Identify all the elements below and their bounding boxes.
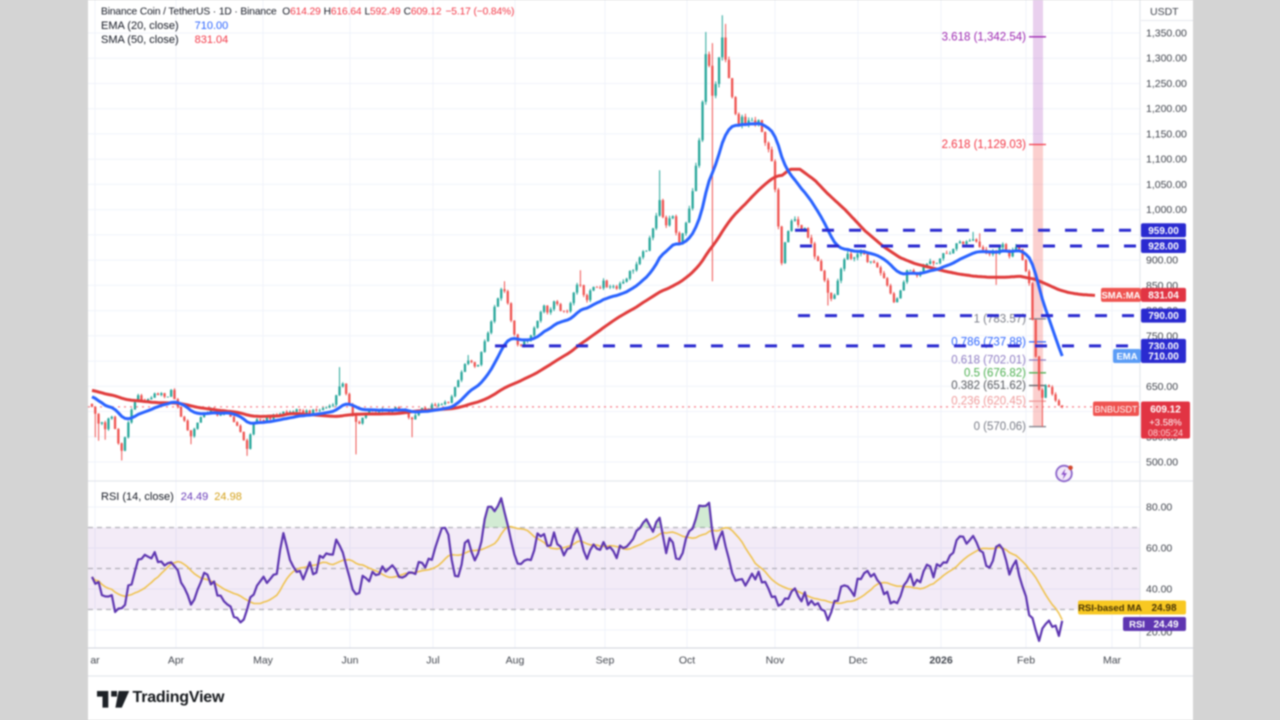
svg-text:EMA: EMA [1116,352,1137,363]
svg-text:928.00: 928.00 [1148,242,1179,253]
svg-text:1,200.00: 1,200.00 [1146,103,1187,115]
svg-text:60.00: 60.00 [1146,543,1172,555]
svg-text:RSI-based MA: RSI-based MA [1078,603,1142,614]
svg-text:1,300.00: 1,300.00 [1146,53,1187,65]
svg-text:TradingView: TradingView [133,689,226,706]
svg-text:1,150.00: 1,150.00 [1146,128,1187,140]
svg-text:Oct: Oct [679,655,695,667]
svg-text:24.98: 24.98 [1151,603,1176,614]
svg-text:730.00: 730.00 [1148,341,1179,352]
svg-text:1,250.00: 1,250.00 [1146,78,1187,90]
svg-text:959.00: 959.00 [1148,226,1179,237]
svg-text:Jun: Jun [342,655,359,667]
svg-text:24.49: 24.49 [1153,620,1178,631]
svg-text:Aug: Aug [506,655,525,667]
svg-text:EMA (20, close)710.00: EMA (20, close) 710.00 [101,20,228,32]
svg-text:900.00: 900.00 [1146,255,1178,267]
svg-text:609.12: 609.12 [1150,405,1181,416]
svg-text:0.236 (620.45): 0.236 (620.45) [951,396,1026,408]
svg-text:Binance Coin / TetherUS · 1D ·: Binance Coin / TetherUS · 1D · Binance O… [101,7,514,18]
svg-text:Sep: Sep [596,655,615,667]
svg-text:500.00: 500.00 [1146,457,1178,469]
svg-text:+3.58%: +3.58% [1149,418,1182,429]
svg-text:3.618 (1,342.54): 3.618 (1,342.54) [942,31,1027,43]
svg-text:0 (570.06): 0 (570.06) [974,421,1027,433]
svg-text:1,350.00: 1,350.00 [1146,28,1187,40]
svg-text:40.00: 40.00 [1146,584,1172,596]
svg-text:1 (783.57): 1 (783.57) [974,313,1027,325]
svg-text:831.04: 831.04 [1148,290,1179,301]
svg-text:650.00: 650.00 [1146,381,1178,393]
svg-text:0.5 (676.82): 0.5 (676.82) [964,367,1026,379]
svg-text:Apr: Apr [168,655,185,667]
svg-text:0.786 (737.88): 0.786 (737.88) [951,336,1026,348]
svg-text:USDT: USDT [1150,6,1179,18]
svg-text:ar: ar [90,655,100,667]
svg-text:Jul: Jul [426,655,439,667]
svg-text:SMA (50, close)831.04: SMA (50, close) 831.04 [101,34,228,46]
svg-text:710.00: 710.00 [1148,352,1179,363]
svg-text:2.618 (1,129.03): 2.618 (1,129.03) [942,139,1027,151]
svg-text:BNBUSDT: BNBUSDT [1094,404,1138,414]
svg-text:Dec: Dec [849,655,868,667]
svg-text:Feb: Feb [1017,655,1035,667]
svg-text:1,000.00: 1,000.00 [1146,204,1187,216]
svg-text:2026: 2026 [929,655,953,667]
svg-text:RSI: RSI [1129,620,1145,631]
svg-text:Nov: Nov [766,655,785,667]
svg-text:0.618 (702.01): 0.618 (702.01) [951,355,1026,367]
svg-text:Mar: Mar [1103,655,1122,667]
svg-text:790.00: 790.00 [1148,311,1179,322]
svg-text:08:05:24: 08:05:24 [1148,428,1183,438]
svg-text:1,100.00: 1,100.00 [1146,154,1187,166]
svg-text:0.382 (651.62): 0.382 (651.62) [951,380,1026,392]
svg-text:80.00: 80.00 [1146,502,1172,514]
svg-text:May: May [253,655,274,667]
svg-text:SMA:MA: SMA:MA [1101,290,1140,301]
svg-text:1,050.00: 1,050.00 [1146,179,1187,191]
